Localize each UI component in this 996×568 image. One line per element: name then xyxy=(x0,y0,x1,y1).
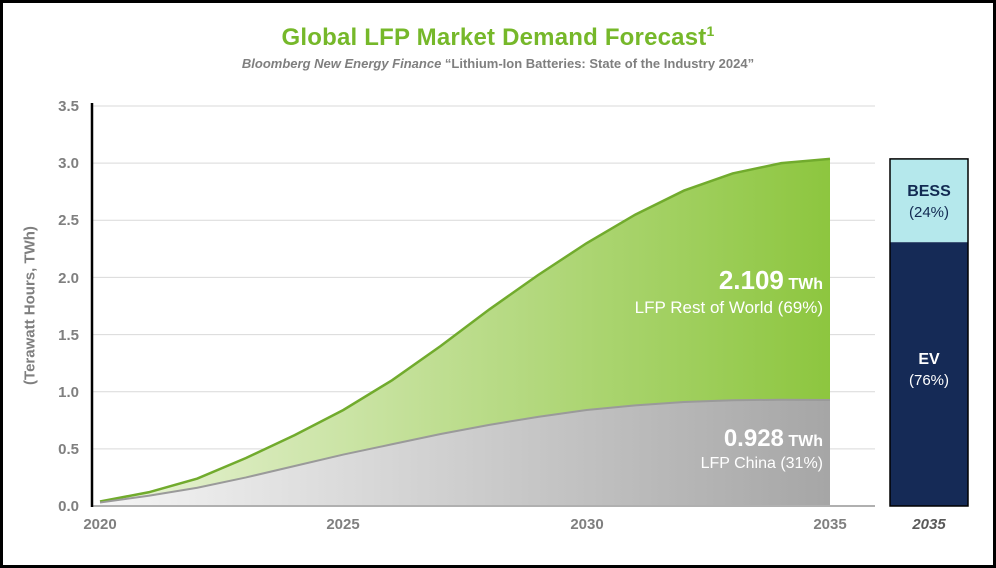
y-tick-3-0: 3.0 xyxy=(58,155,79,172)
y-tick-2-0: 2.0 xyxy=(58,270,79,287)
x-tick-2025: 2025 xyxy=(326,516,360,533)
y-axis-title: (Terawatt Hours, TWh) xyxy=(21,226,39,385)
y-tick-0-5: 0.5 xyxy=(58,441,79,458)
chart-title-text: Global LFP Market Demand Forecast xyxy=(281,24,707,51)
annotation-china: 0.928 TWh LFP China (31%) xyxy=(503,425,823,473)
bar-segment-bess xyxy=(890,158,968,243)
annotation-rest-of-world-value: 2.109 TWh xyxy=(718,265,823,295)
annotation-rest-of-world-label: LFP Rest of World (69%) xyxy=(634,298,823,317)
annotation-rest-of-world: 2.109 TWh LFP Rest of World (69%) xyxy=(503,265,823,318)
bar-segment-ev xyxy=(890,242,968,507)
subtitle-source: Bloomberg New Energy Finance xyxy=(241,56,442,71)
area-lfp-rest-of-world-edge xyxy=(99,157,831,503)
annotation-china-value: 0.928 TWh xyxy=(723,425,823,452)
y-tick-2-5: 2.5 xyxy=(58,212,79,229)
chart-subtitle: Bloomberg New Energy Finance “Lithium-Io… xyxy=(3,56,993,71)
chart-title: Global LFP Market Demand Forecast1 xyxy=(3,23,993,52)
y-tick-3-5: 3.5 xyxy=(58,98,79,115)
x-tick-2035: 2035 xyxy=(813,516,847,533)
chart-canvas xyxy=(90,103,969,507)
y-tick-0-0: 0.0 xyxy=(58,498,79,515)
x-tick-2030: 2030 xyxy=(570,516,604,533)
bar-border xyxy=(889,158,969,507)
chart-title-footnote-marker: 1 xyxy=(706,23,715,39)
annotation-china-label: LFP China (31%) xyxy=(700,455,823,472)
bar-x-tick-2035: 2035 xyxy=(912,516,946,533)
y-tick-1-0: 1.0 xyxy=(58,384,79,401)
y-tick-1-5: 1.5 xyxy=(58,327,79,344)
bar-label-ev: EV (76%) xyxy=(908,351,949,389)
subtitle-quote: “Lithium-Ion Batteries: State of the Ind… xyxy=(444,56,755,71)
area-lfp-rest-of-world xyxy=(100,158,830,503)
x-tick-2020: 2020 xyxy=(83,516,117,533)
bar-label-bess: BESS (24%) xyxy=(907,183,951,221)
area-lfp-china xyxy=(100,399,830,506)
area-lfp-china-edge xyxy=(99,398,831,504)
